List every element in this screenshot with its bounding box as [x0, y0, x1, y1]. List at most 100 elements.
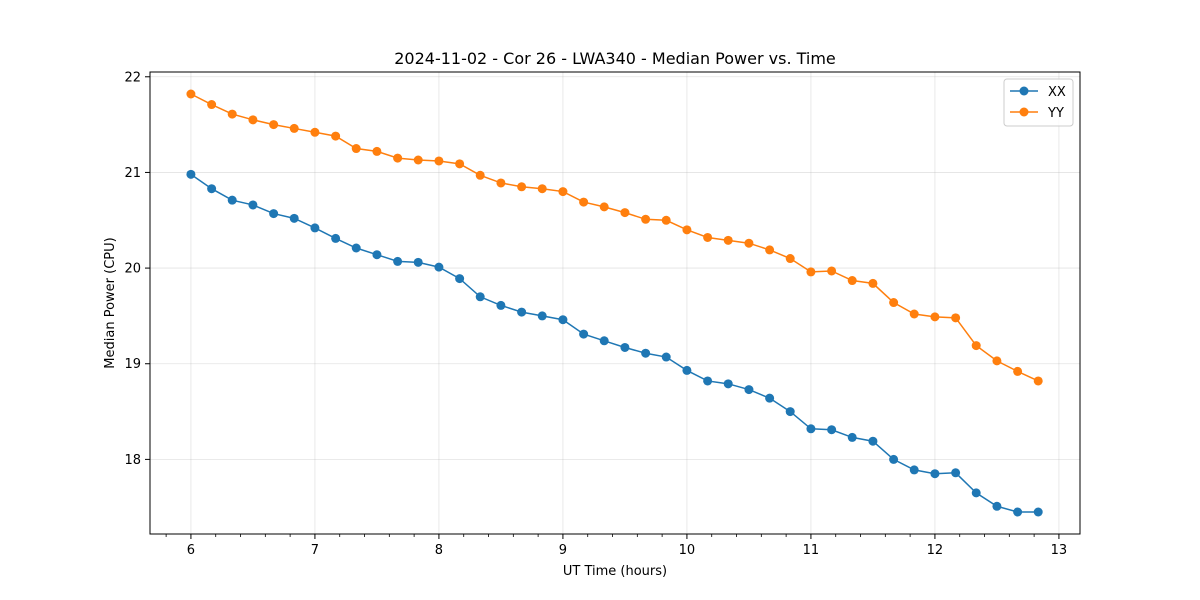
data-point-xx — [744, 385, 754, 395]
data-point-xx — [1033, 507, 1043, 517]
data-point-xx — [785, 407, 795, 417]
x-tick-label: 9 — [559, 543, 567, 558]
data-point-yy — [331, 131, 341, 141]
data-point-xx — [331, 233, 341, 243]
y-axis-label: Median Power (CPU) — [103, 237, 118, 368]
axis-ticks: 6 7 8 9 10 11 12 13 18 19 20 21 22 — [124, 70, 1067, 558]
legend-marker-yy — [1019, 107, 1029, 117]
legend-label-yy: YY — [1047, 106, 1064, 121]
data-point-yy — [475, 170, 485, 180]
data-point-xx — [641, 348, 651, 358]
data-point-yy — [765, 245, 775, 255]
data-point-xx — [992, 501, 1002, 511]
data-point-yy — [951, 313, 961, 323]
data-point-xx — [765, 393, 775, 403]
data-point-yy — [930, 312, 940, 322]
data-point-yy — [289, 123, 299, 133]
data-point-xx — [682, 365, 692, 375]
data-point-xx — [599, 336, 609, 346]
series-layer — [186, 89, 1043, 517]
data-point-yy — [806, 267, 816, 277]
x-tick-label: 11 — [803, 543, 820, 558]
data-point-yy — [847, 276, 857, 286]
data-point-yy — [599, 202, 609, 212]
data-point-xx — [847, 432, 857, 442]
data-point-xx — [413, 257, 423, 267]
y-tick-label: 19 — [124, 357, 141, 372]
data-point-yy — [186, 89, 196, 99]
data-point-yy — [868, 278, 878, 288]
legend: XX YY — [1003, 78, 1074, 127]
data-point-xx — [827, 425, 837, 435]
x-axis-label: UT Time (hours) — [563, 564, 667, 579]
data-point-yy — [1033, 376, 1043, 386]
data-point-yy — [744, 238, 754, 248]
data-point-yy — [992, 356, 1002, 366]
data-point-yy — [723, 235, 733, 245]
data-point-yy — [393, 153, 403, 163]
data-point-yy — [207, 100, 217, 110]
data-point-xx — [868, 436, 878, 446]
plot-frame — [149, 71, 1081, 535]
y-tick-label: 18 — [124, 453, 141, 468]
data-point-xx — [227, 195, 237, 205]
data-point-xx — [434, 262, 444, 272]
data-point-yy — [682, 225, 692, 235]
data-point-xx — [971, 488, 981, 498]
data-point-xx — [372, 250, 382, 260]
x-tick-label: 13 — [1051, 543, 1068, 558]
data-point-yy — [227, 109, 237, 119]
data-point-yy — [455, 159, 465, 169]
x-tick-label: 8 — [435, 543, 443, 558]
data-point-xx — [579, 329, 589, 339]
data-point-yy — [269, 120, 279, 130]
data-point-yy — [413, 155, 423, 165]
data-point-xx — [909, 465, 919, 475]
data-point-xx — [269, 209, 279, 219]
data-point-yy — [496, 178, 506, 188]
data-point-xx — [207, 184, 217, 194]
data-point-yy — [1013, 366, 1023, 376]
data-point-xx — [1013, 507, 1023, 517]
data-point-yy — [310, 127, 320, 137]
data-point-yy — [641, 214, 651, 224]
data-point-xx — [393, 256, 403, 266]
data-point-yy — [558, 187, 568, 197]
data-point-xx — [703, 376, 713, 386]
data-point-yy — [703, 232, 713, 242]
data-point-yy — [517, 182, 527, 192]
data-point-yy — [579, 197, 589, 207]
data-point-yy — [661, 215, 671, 225]
data-point-xx — [289, 213, 299, 223]
data-point-xx — [951, 468, 961, 478]
x-tick-label: 10 — [679, 543, 696, 558]
data-point-yy — [372, 146, 382, 156]
chart-title: 2024-11-02 - Cor 26 - LWA340 - Median Po… — [394, 49, 836, 68]
x-tick-label: 7 — [311, 543, 319, 558]
data-point-yy — [909, 309, 919, 319]
data-point-xx — [620, 342, 630, 352]
data-point-xx — [351, 243, 361, 253]
data-point-xx — [496, 300, 506, 310]
x-tick-label: 12 — [927, 543, 944, 558]
data-point-xx — [723, 379, 733, 389]
data-point-xx — [310, 223, 320, 233]
data-point-xx — [517, 307, 527, 317]
data-point-yy — [785, 254, 795, 264]
data-point-xx — [889, 454, 899, 464]
data-point-yy — [889, 298, 899, 308]
data-point-yy — [351, 144, 361, 154]
data-point-xx — [475, 292, 485, 302]
data-point-xx — [537, 311, 547, 321]
x-tick-label: 6 — [187, 543, 195, 558]
grid — [150, 72, 1080, 534]
data-point-yy — [827, 266, 837, 276]
data-point-yy — [971, 341, 981, 351]
y-tick-label: 22 — [124, 70, 141, 85]
data-point-xx — [455, 274, 465, 284]
data-point-xx — [558, 315, 568, 325]
legend-label-xx: XX — [1048, 85, 1066, 100]
data-point-yy — [248, 115, 258, 125]
